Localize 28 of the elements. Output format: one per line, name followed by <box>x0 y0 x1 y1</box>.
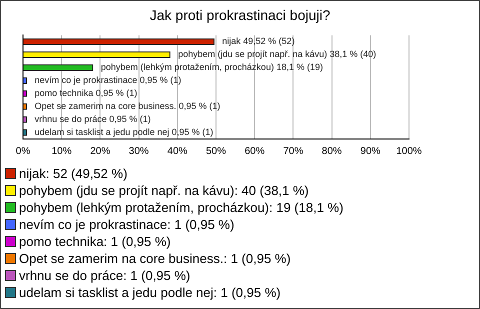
x-tick-label: 40% <box>167 146 188 157</box>
x-tick-label: 10% <box>52 146 72 157</box>
data-label: pomo technika 0,95 % (1) <box>34 88 138 98</box>
data-label: nijak 49,52 % (52) <box>222 36 295 46</box>
data-label: udelam si tasklist a jedu podle nej 0,95 % (1) <box>34 126 214 137</box>
x-tick-label: 50% <box>206 146 226 157</box>
data-label: vrhnu se do práce 0,95 % (1) <box>34 114 151 124</box>
data-label: Opet se zamerim na core business. 0,95 % (1) <box>34 101 220 112</box>
legend-label: pomo technika: 1 (0,95 %) <box>19 233 171 250</box>
legend-label: nijak: 52 (49,52 %) <box>19 165 128 182</box>
legend-label: pohybem (jdu se projít např. na kávu): 40 (38,1 %) <box>19 182 309 199</box>
x-tick-label: 30% <box>128 146 149 157</box>
data-label: pohybem (jdu se projít např. na kávu) 38,1 % (40) <box>178 49 376 60</box>
x-tick-label: 80% <box>322 146 342 157</box>
data-label: pohybem (lehkým protažením, procházkou) 18,1 % (19) <box>100 62 323 72</box>
chart-title: Jak proti prokrastinaci bojuji? <box>148 7 332 25</box>
x-tick-label: 100% <box>396 146 422 157</box>
x-tick-label: 90% <box>360 146 381 157</box>
x-tick-label: 20% <box>90 146 110 157</box>
legend-label: Opet se zamerim na core business.: 1 (0,95 %) <box>19 250 291 267</box>
legend-label: pohybem (lehkým protažením, procházkou): 19 (18,1 %) <box>19 199 344 216</box>
x-tick-label: 60% <box>244 146 265 157</box>
legend-label: nevím co je prokrastinace: 1 (0,95 %) <box>19 216 234 233</box>
legend-label: udelam si tasklist a jedu podle nej: 1 (0,95 %) <box>19 284 281 301</box>
x-tick-label: 0% <box>16 146 30 157</box>
data-label: nevím co je prokrastinace 0,95 % (1) <box>34 75 182 86</box>
legend-label: vrhnu se do práce: 1 (0,95 %) <box>19 267 190 284</box>
x-tick-label: 70% <box>283 146 304 157</box>
